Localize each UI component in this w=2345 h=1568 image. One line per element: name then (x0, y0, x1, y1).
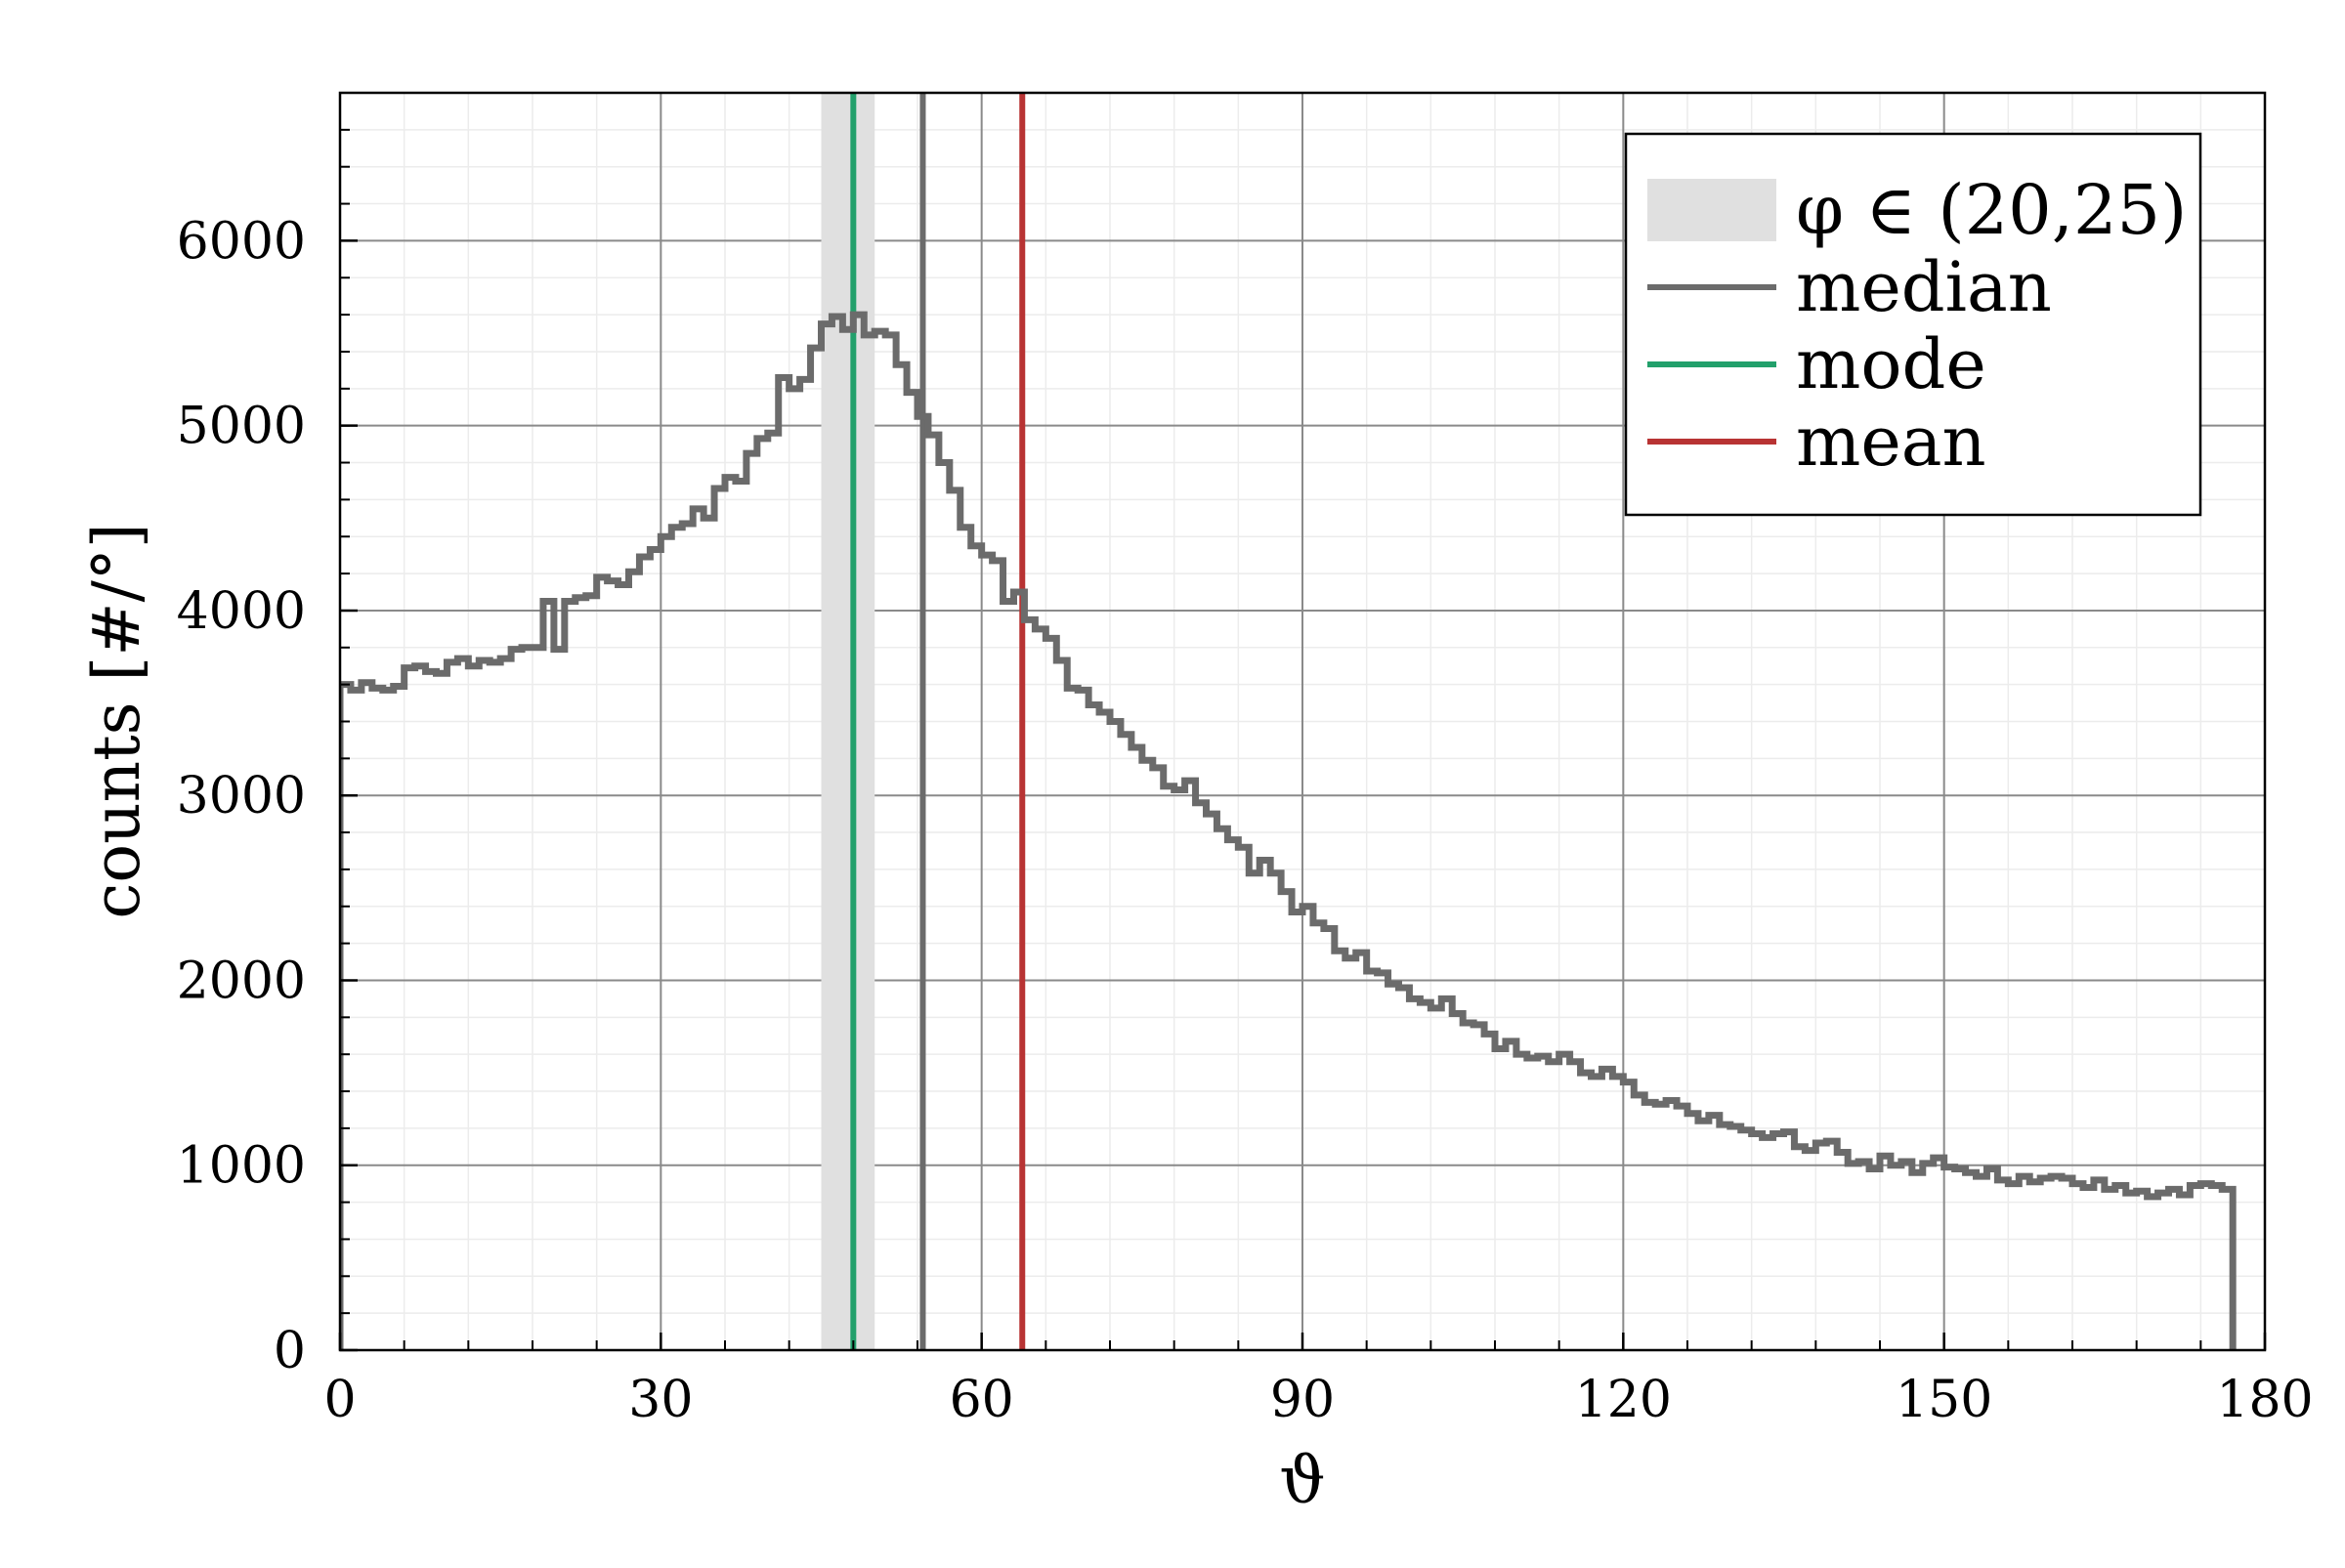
legend-label: mean (1796, 402, 1986, 482)
x-tick-labels: 0 30 60 90 120 150 180 (323, 1371, 2313, 1429)
y-tick-label: 2000 (177, 952, 306, 1010)
x-tick-label: 180 (2216, 1371, 2313, 1429)
y-axis-label: counts [#/°] (79, 523, 154, 918)
x-tick-label: 150 (1896, 1371, 1992, 1429)
x-tick-label: 90 (1270, 1371, 1335, 1429)
band-layer (821, 93, 875, 1350)
x-tick-label: 30 (628, 1371, 693, 1429)
legend-label: median (1796, 247, 2052, 327)
y-tick-labels: 0 1000 2000 3000 4000 5000 6000 (177, 212, 306, 1380)
x-axis-label: ϑ (1279, 1443, 1325, 1518)
phi-range-band (821, 93, 875, 1350)
y-tick-label: 4000 (177, 582, 306, 641)
y-tick-label: 5000 (177, 398, 306, 456)
y-tick-label: 6000 (177, 212, 306, 271)
legend-swatch-band (1647, 179, 1776, 241)
y-tick-label: 3000 (177, 767, 306, 826)
legend-label: φ ∈ (20,25) (1796, 170, 2187, 250)
x-tick-label: 60 (950, 1371, 1014, 1429)
legend-label: mode (1796, 324, 1986, 404)
axis-ticks (338, 92, 2267, 1352)
x-tick-label: 0 (323, 1371, 356, 1429)
y-tick-label: 1000 (177, 1137, 306, 1196)
x-tick-label: 120 (1575, 1371, 1672, 1429)
series-layer (340, 311, 2237, 1350)
marker-lines (850, 93, 1026, 1350)
histogram-step-line (340, 311, 2237, 1350)
y-tick-label: 0 (274, 1322, 306, 1380)
